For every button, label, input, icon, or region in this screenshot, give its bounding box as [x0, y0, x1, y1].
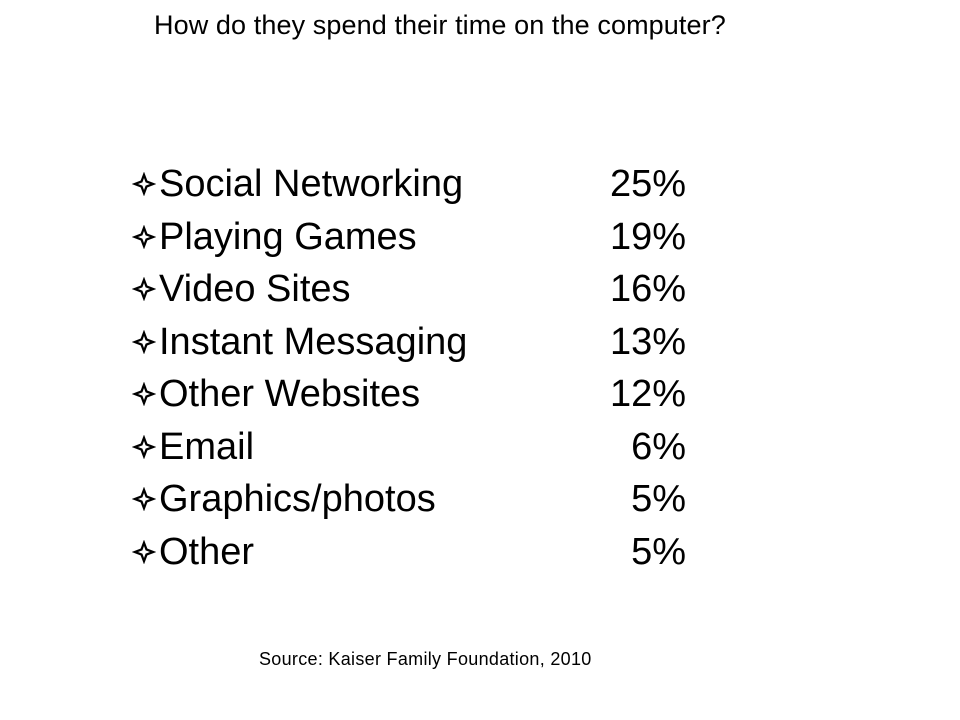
star-bullet-icon: [132, 224, 156, 249]
item-percentage: 16%: [609, 268, 686, 310]
item-label: Social Networking: [159, 163, 464, 205]
star-bullet-icon: [132, 329, 156, 354]
list-item: Other 5%: [132, 526, 692, 579]
item-label: Email: [159, 425, 255, 468]
page-title: How do they spend their time on the comp…: [154, 10, 726, 40]
star-bullet-icon: [132, 277, 156, 301]
star-bullet-icon: [132, 382, 156, 406]
star-bullet-icon: [132, 434, 156, 459]
item-percentage: 5%: [631, 478, 686, 520]
item-percentage: 12%: [609, 373, 686, 415]
item-percentage: 13%: [609, 320, 686, 363]
item-label: Video Sites: [159, 268, 351, 310]
list-item: Video Sites 16%: [132, 263, 692, 316]
item-label: Graphics/photos: [159, 478, 436, 520]
item-label: Other Websites: [159, 373, 421, 415]
star-bullet-icon: [132, 172, 156, 196]
list-item: Instant Messaging 13%: [132, 316, 692, 369]
item-percentage: 5%: [631, 530, 686, 573]
star-bullet-icon: [132, 539, 156, 564]
star-bullet-icon: [132, 487, 156, 511]
item-percentage: 6%: [631, 425, 686, 468]
list-item: Graphics/photos 5%: [132, 473, 692, 526]
item-label: Instant Messaging: [159, 320, 468, 363]
item-label: Other: [159, 530, 255, 573]
item-percentage: 25%: [609, 163, 686, 205]
activity-list: Social Networking 25% Playing Games 19% …: [132, 158, 692, 578]
list-item: Other Websites 12%: [132, 368, 692, 421]
source-note: Source: Kaiser Family Foundation, 2010: [259, 649, 592, 669]
list-item: Social Networking 25%: [132, 158, 692, 211]
item-label: Playing Games: [159, 215, 417, 258]
list-item: Playing Games 19%: [132, 211, 692, 264]
list-item: Email 6%: [132, 421, 692, 474]
item-percentage: 19%: [609, 215, 686, 258]
